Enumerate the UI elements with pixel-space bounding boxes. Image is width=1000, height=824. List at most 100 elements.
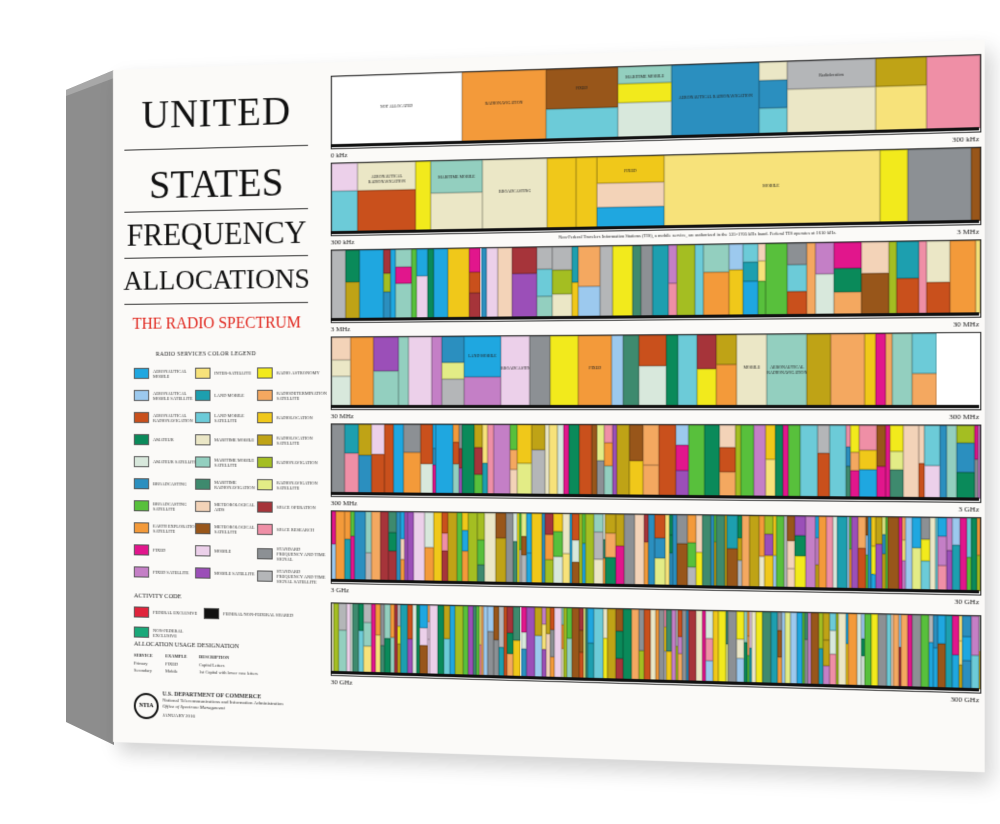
allocation-block [531,513,543,584]
allocation-block [615,631,624,659]
band-end-label: 300 GHz [950,695,980,705]
allocation-block [468,512,478,583]
legend-item: RADIONAVIGATION SATELLITE [257,479,328,491]
legend-swatch [195,545,211,557]
allocation-block [676,244,696,317]
allocation-block [469,292,481,318]
allocation-block [888,241,897,315]
allocation-block [431,336,442,406]
allocation-label: RADIONAVIGATION [484,99,523,107]
allocation-block [617,101,672,138]
allocation-block [728,611,737,683]
allocation-block [534,607,542,636]
allocation-block [373,337,399,372]
allocation-block [705,638,713,661]
allocation-block [371,454,385,494]
allocation-block [686,567,697,587]
allocation-block: MOBILE [664,150,881,227]
allocation-block [924,425,940,466]
allocation-block [469,248,481,273]
legend-item: RADIONAVIGATION [257,456,328,469]
allocation-block [578,286,601,317]
allocation-block [676,470,689,497]
allocation-block [818,516,826,589]
allocation-block [596,424,605,461]
legend-swatch [257,434,273,446]
legend-item: MOBILE [195,545,265,557]
activity-shared: FEDERAL/NON-FEDERAL SHARED [203,607,311,621]
allocation-block [770,612,778,684]
allocation-block [829,630,837,655]
allocation-label: AERONAUTICAL RADIONAVIGATION [767,364,808,376]
allocation-block [424,512,434,548]
usage-col-service: SERVICE [133,652,153,659]
allocation-block [970,616,979,656]
allocation-block [604,442,614,466]
allocation-block [345,281,360,319]
usage-cell: 1st Capital with lower case letters [198,669,258,676]
allocation-block [795,535,807,557]
allocation-block [593,531,604,560]
allocation-block [939,425,947,499]
allocation-block [615,658,624,680]
allocation-block [554,607,562,679]
allocation-block [433,248,449,319]
allocation-block [605,533,616,558]
allocation-block [477,539,485,565]
allocation-block [764,515,773,535]
band-start-label: 30 GHz [330,677,353,687]
allocation-label: MARITIME MOBILE [625,72,664,80]
allocation-block [838,613,846,686]
divider [124,144,309,151]
allocation-block: MOBILE [736,334,768,406]
allocation-block [629,460,643,496]
allocation-block [799,425,818,498]
allocation-block: FIXED [545,67,618,110]
allocation-block [978,425,981,499]
allocation-block [604,424,614,443]
allocation-block [857,516,866,549]
allocation-block [962,615,971,637]
allocation-block [454,605,463,676]
allocation-block [742,243,758,263]
allocation-block [331,337,351,360]
allocation-block [970,655,979,690]
legend-swatch [257,548,273,560]
allocation-block [430,192,483,231]
allocation-block [736,658,745,683]
legend-swatch [257,456,273,469]
allocation-block [946,425,958,499]
allocation-block [817,453,831,498]
allocation-block [896,278,919,315]
allocation-block [578,424,592,496]
allocation-block [474,447,482,475]
allocation-block [912,333,937,374]
allocation-label: LAND MOBILE [468,353,497,359]
allocation-block [924,465,940,499]
allocation-block [976,555,981,592]
allocation-block [436,424,453,494]
allocation-block [388,511,397,533]
allocation-block [926,240,950,283]
allocation-block [920,539,930,562]
legend-swatch [257,523,273,536]
allocation-block [806,242,816,315]
allocation-block [951,615,959,656]
allocation-block [358,424,372,456]
allocation-block [926,282,950,314]
divider [124,255,309,259]
allocation-block [511,247,537,274]
allocation-block [359,249,383,319]
allocation-block [787,568,796,588]
legend-swatch [195,412,211,424]
allocation-block [477,512,485,540]
allocation-block [890,469,904,498]
allocation-block [937,536,947,566]
allocation-block [531,449,546,495]
legend-swatch [257,367,273,379]
allocation-block [371,424,385,455]
allocation-block [400,604,408,674]
allocation-block [593,514,604,533]
allocation-block [616,424,630,496]
allocation-block [834,268,861,293]
